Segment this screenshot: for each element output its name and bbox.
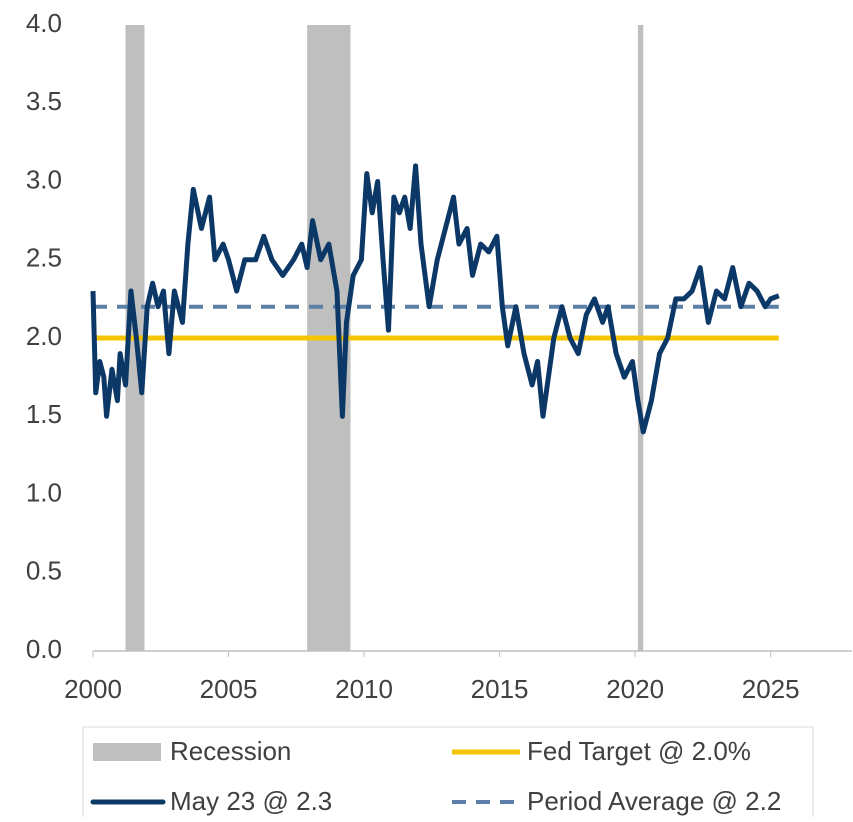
y-tick-label: 0.5	[26, 556, 62, 586]
x-tick-label: 2005	[200, 674, 258, 704]
legend-box	[82, 726, 814, 822]
y-tick-label: 4.0	[26, 8, 62, 38]
x-tick-label: 2025	[742, 674, 800, 704]
x-tick-label: 2010	[335, 674, 393, 704]
x-tick-label: 2020	[606, 674, 664, 704]
legend-swatch	[93, 743, 161, 761]
y-tick-label: 0.0	[26, 634, 62, 664]
x-tick-label: 2000	[64, 674, 122, 704]
y-tick-label: 1.0	[26, 477, 62, 507]
y-tick-label: 3.5	[26, 86, 62, 116]
legend-label: Fed Target @ 2.0%	[527, 736, 751, 766]
legend-label: Period Average @ 2.2	[527, 786, 781, 816]
y-tick-label: 2.5	[26, 243, 62, 273]
data-line	[90, 163, 780, 435]
legend-label: Recession	[170, 736, 291, 766]
x-tick-label: 2015	[471, 674, 529, 704]
y-tick-label: 1.5	[26, 399, 62, 429]
y-tick-label: 3.0	[26, 164, 62, 194]
y-tick-label: 2.0	[26, 321, 62, 351]
legend-label: May 23 @ 2.3	[170, 786, 332, 816]
